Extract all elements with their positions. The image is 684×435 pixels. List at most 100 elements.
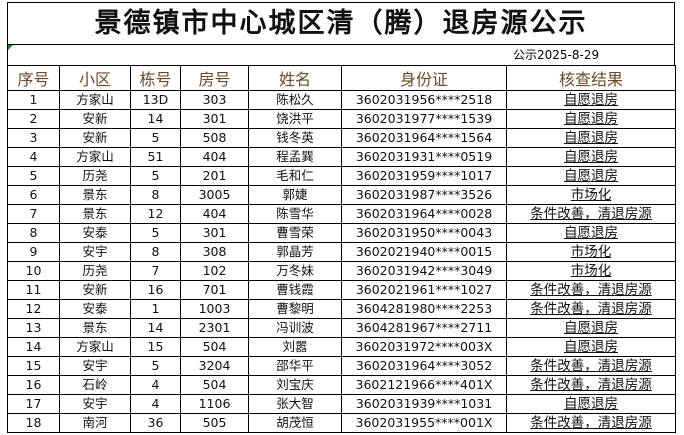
cell-result[interactable]: 市场化 bbox=[506, 261, 676, 281]
cell-name[interactable]: 钱冬英 bbox=[248, 128, 342, 148]
cell-community[interactable]: 安泰 bbox=[59, 299, 131, 319]
cell-id-card[interactable]: 3602031987****3526 bbox=[341, 185, 507, 205]
cell-id-card[interactable]: 3602121966****401X bbox=[341, 375, 507, 395]
cell-room[interactable]: 404 bbox=[180, 147, 249, 167]
header-building[interactable]: 栋号 bbox=[130, 65, 181, 91]
cell-result[interactable]: 自愿退房 bbox=[506, 147, 676, 167]
cell-result[interactable]: 条件改善，清退房源 bbox=[506, 299, 676, 319]
cell-room[interactable]: 404 bbox=[180, 204, 249, 224]
cell-id-card[interactable]: 3602031956****2518 bbox=[341, 90, 507, 110]
cell-name[interactable]: 刘嚣 bbox=[248, 337, 342, 357]
cell-room[interactable]: 505 bbox=[180, 413, 249, 433]
cell-room[interactable]: 504 bbox=[180, 375, 249, 395]
cell-result[interactable]: 自愿退房 bbox=[506, 394, 676, 414]
cell-community[interactable]: 景东 bbox=[59, 204, 131, 224]
cell-room[interactable]: 508 bbox=[180, 128, 249, 148]
cell-name[interactable]: 张大智 bbox=[248, 394, 342, 414]
cell-name[interactable]: 毛和仁 bbox=[248, 166, 342, 186]
cell-room[interactable]: 308 bbox=[180, 242, 249, 262]
cell-seq[interactable]: 7 bbox=[7, 204, 60, 224]
cell-seq[interactable]: 9 bbox=[7, 242, 60, 262]
cell-building[interactable]: 13D bbox=[130, 90, 181, 110]
cell-building[interactable]: 12 bbox=[130, 204, 181, 224]
cell-seq[interactable]: 14 bbox=[7, 337, 60, 357]
cell-room[interactable]: 3204 bbox=[180, 356, 249, 376]
cell-id-card[interactable]: 3602031955****001X bbox=[341, 413, 507, 433]
cell-building[interactable]: 15 bbox=[130, 337, 181, 357]
cell-community[interactable]: 安宇 bbox=[59, 394, 131, 414]
date-row[interactable]: 公示2025-8-29 bbox=[7, 44, 675, 65]
cell-name[interactable]: 陈松久 bbox=[248, 90, 342, 110]
cell-community[interactable]: 安新 bbox=[59, 109, 131, 129]
cell-room[interactable]: 701 bbox=[180, 280, 249, 300]
cell-building[interactable]: 1 bbox=[130, 299, 181, 319]
cell-id-card[interactable]: 3602031977****1539 bbox=[341, 109, 507, 129]
cell-id-card[interactable]: 3602031939****1031 bbox=[341, 394, 507, 414]
cell-seq[interactable]: 13 bbox=[7, 318, 60, 338]
header-community[interactable]: 小区 bbox=[59, 65, 131, 91]
cell-room[interactable]: 1003 bbox=[180, 299, 249, 319]
cell-building[interactable]: 4 bbox=[130, 394, 181, 414]
cell-id-card[interactable]: 3602031950****0043 bbox=[341, 223, 507, 243]
cell-building[interactable]: 14 bbox=[130, 318, 181, 338]
cell-community[interactable]: 南河 bbox=[59, 413, 131, 433]
cell-building[interactable]: 51 bbox=[130, 147, 181, 167]
cell-id-card[interactable]: 3602031964****1564 bbox=[341, 128, 507, 148]
cell-seq[interactable]: 1 bbox=[7, 90, 60, 110]
cell-room[interactable]: 301 bbox=[180, 223, 249, 243]
cell-name[interactable]: 郭婕 bbox=[248, 185, 342, 205]
cell-id-card[interactable]: 3602031964****0028 bbox=[341, 204, 507, 224]
cell-seq[interactable]: 3 bbox=[7, 128, 60, 148]
cell-result[interactable]: 自愿退房 bbox=[506, 223, 676, 243]
cell-room[interactable]: 1106 bbox=[180, 394, 249, 414]
cell-building[interactable]: 4 bbox=[130, 375, 181, 395]
cell-room[interactable]: 3005 bbox=[180, 185, 249, 205]
cell-community[interactable]: 景东 bbox=[59, 318, 131, 338]
cell-community[interactable]: 安宇 bbox=[59, 242, 131, 262]
cell-building[interactable]: 5 bbox=[130, 356, 181, 376]
cell-building[interactable]: 14 bbox=[130, 109, 181, 129]
cell-seq[interactable]: 6 bbox=[7, 185, 60, 205]
cell-result[interactable]: 条件改善，清退房源 bbox=[506, 413, 676, 433]
cell-building[interactable]: 8 bbox=[130, 185, 181, 205]
cell-result[interactable]: 市场化 bbox=[506, 242, 676, 262]
cell-building[interactable]: 8 bbox=[130, 242, 181, 262]
cell-community[interactable]: 石岭 bbox=[59, 375, 131, 395]
cell-name[interactable]: 郭晶芳 bbox=[248, 242, 342, 262]
cell-community[interactable]: 安新 bbox=[59, 280, 131, 300]
sheet-title[interactable]: 景德镇市中心城区清（腾）退房源公示 bbox=[7, 2, 675, 44]
header-id-card[interactable]: 身份证 bbox=[341, 65, 507, 91]
cell-room[interactable]: 504 bbox=[180, 337, 249, 357]
cell-name[interactable]: 冯训波 bbox=[248, 318, 342, 338]
cell-seq[interactable]: 16 bbox=[7, 375, 60, 395]
cell-result[interactable]: 自愿退房 bbox=[506, 318, 676, 338]
header-seq[interactable]: 序号 bbox=[7, 65, 60, 91]
cell-community[interactable]: 方家山 bbox=[59, 90, 131, 110]
cell-name[interactable]: 曹钱霞 bbox=[248, 280, 342, 300]
cell-result[interactable]: 自愿退房 bbox=[506, 128, 676, 148]
cell-community[interactable]: 安宇 bbox=[59, 356, 131, 376]
cell-result[interactable]: 自愿退房 bbox=[506, 90, 676, 110]
header-name[interactable]: 姓名 bbox=[248, 65, 342, 91]
cell-id-card[interactable]: 3602031959****1017 bbox=[341, 166, 507, 186]
header-result[interactable]: 核查结果 bbox=[506, 65, 676, 91]
cell-seq[interactable]: 12 bbox=[7, 299, 60, 319]
cell-name[interactable]: 曹黎明 bbox=[248, 299, 342, 319]
cell-name[interactable]: 曹雪荣 bbox=[248, 223, 342, 243]
cell-id-card[interactable]: 3602021961****1027 bbox=[341, 280, 507, 300]
cell-community[interactable]: 安泰 bbox=[59, 223, 131, 243]
cell-seq[interactable]: 10 bbox=[7, 261, 60, 281]
cell-building[interactable]: 5 bbox=[130, 223, 181, 243]
cell-name[interactable]: 万冬妹 bbox=[248, 261, 342, 281]
cell-name[interactable]: 刘宝庆 bbox=[248, 375, 342, 395]
cell-result[interactable]: 条件改善，清退房源 bbox=[506, 356, 676, 376]
cell-community[interactable]: 方家山 bbox=[59, 147, 131, 167]
cell-id-card[interactable]: 3602031931****0519 bbox=[341, 147, 507, 167]
cell-community[interactable]: 景东 bbox=[59, 185, 131, 205]
cell-room[interactable]: 301 bbox=[180, 109, 249, 129]
cell-seq[interactable]: 2 bbox=[7, 109, 60, 129]
cell-room[interactable]: 201 bbox=[180, 166, 249, 186]
cell-building[interactable]: 5 bbox=[130, 166, 181, 186]
cell-community[interactable]: 历尧 bbox=[59, 261, 131, 281]
cell-result[interactable]: 市场化 bbox=[506, 185, 676, 205]
